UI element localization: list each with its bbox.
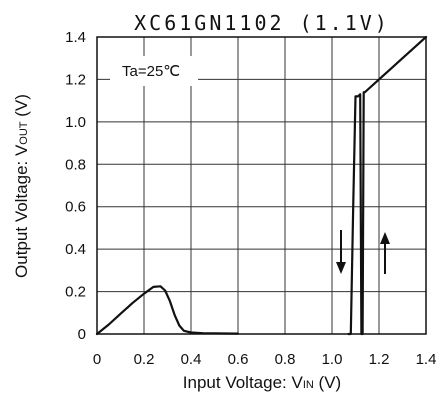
y-tick-label-7: 1.4: [65, 29, 86, 46]
x-axis-label-sub: IN: [303, 379, 314, 391]
y-axis-label-main: Output Voltage: V: [12, 144, 31, 278]
y-tick-label-4: 0.8: [65, 156, 86, 173]
x-axis-label-main: Input Voltage: V: [183, 373, 304, 392]
grid: [96, 36, 427, 335]
y-axis-ticks: 0 0.2 0.4 0.6 0.8 1.0 1.2 1.4: [65, 29, 86, 343]
x-axis-label-tail: (V): [314, 373, 341, 392]
annotation-text: Ta=25℃: [122, 63, 180, 80]
x-axis-ticks: 0 0.2 0.4 0.6 0.8 1.0 1.2 1.4: [93, 351, 437, 368]
x-tick-label-1: 0.2: [134, 351, 155, 368]
x-tick-label-0: 0: [93, 351, 101, 368]
x-tick-label-7: 1.4: [416, 351, 437, 368]
series-layer: [95, 35, 428, 336]
y-tick-label-1: 0.2: [65, 284, 86, 301]
series-line-1: [347, 35, 428, 336]
x-tick-label-5: 1.0: [322, 351, 343, 368]
x-axis-label: Input Voltage: VIN (V): [183, 373, 341, 392]
x-tick-label-3: 0.6: [228, 351, 249, 368]
y-tick-label-2: 0.4: [65, 241, 86, 258]
x-tick-label-4: 0.8: [275, 351, 296, 368]
y-tick-label-0: 0: [78, 326, 86, 343]
y-axis-label: Output Voltage: VOUT (V): [12, 94, 31, 278]
arrow-down-icon: [336, 230, 346, 274]
y-tick-label-3: 0.6: [65, 199, 86, 216]
arrow-up-icon: [380, 232, 390, 274]
y-axis-label-tail: (V): [12, 94, 31, 121]
y-tick-label-5: 1.0: [65, 114, 86, 131]
x-tick-label-6: 1.2: [369, 351, 390, 368]
y-tick-label-6: 1.2: [65, 71, 86, 88]
y-axis-label-sub: OUT: [18, 121, 30, 145]
annotation-box: Ta=25℃: [110, 56, 198, 86]
x-tick-label-2: 0.4: [181, 351, 202, 368]
annotation-background: [110, 56, 198, 86]
chart-title: XC61GN1102 (1.1V): [134, 11, 390, 35]
series-line-0: [95, 285, 240, 336]
plot-frame: [96, 36, 427, 335]
